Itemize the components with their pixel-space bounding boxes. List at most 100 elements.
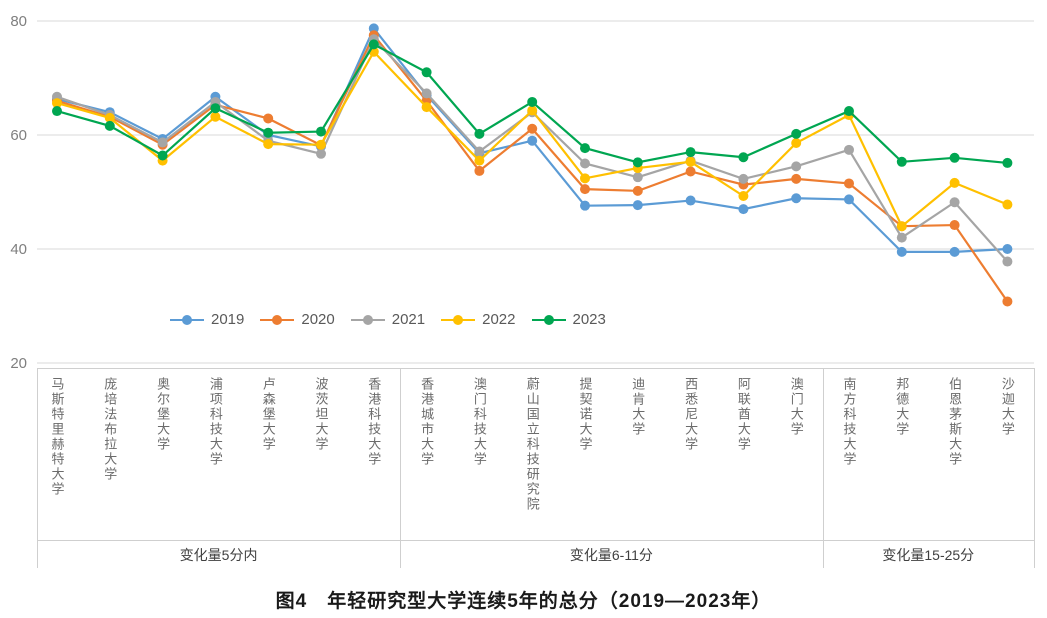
legend-item-2020: 2020 xyxy=(260,311,335,328)
category-label-5: 波茨坦大学 xyxy=(313,377,329,452)
axis-line-1 xyxy=(37,540,1034,541)
chart-caption: 图4 年轻研究型大学连续5年的总分（2019—2023年） xyxy=(275,591,772,612)
y-tick-label-80: 80 xyxy=(10,13,27,30)
category-label-9: 蔚山国立科技研究院 xyxy=(524,377,540,512)
data-point-2023-14 xyxy=(791,128,802,139)
data-point-2022-13 xyxy=(738,190,749,201)
data-point-2021-15 xyxy=(844,144,854,155)
category-label-15: 南方科技大学 xyxy=(841,377,857,467)
data-point-2020-8 xyxy=(474,165,485,176)
data-point-2020-18 xyxy=(1002,296,1013,307)
data-point-2019-17 xyxy=(949,246,960,257)
data-point-2021-18 xyxy=(1002,256,1013,267)
data-point-2021-8 xyxy=(474,146,485,157)
data-point-2020-15 xyxy=(844,178,854,189)
data-point-2021-10 xyxy=(580,158,590,169)
data-point-2022-5 xyxy=(316,139,326,150)
data-point-2020-9 xyxy=(527,123,538,134)
axis-line-0 xyxy=(37,368,1034,369)
data-point-2023-16 xyxy=(896,156,907,167)
data-point-2019-14 xyxy=(791,193,802,204)
data-point-2022-14 xyxy=(791,137,802,148)
data-point-2023-18 xyxy=(1002,157,1013,168)
data-point-2023-8 xyxy=(474,128,485,139)
y-tick-label-60: 60 xyxy=(10,127,27,144)
data-point-2019-16 xyxy=(896,246,907,257)
category-label-18: 沙迦大学 xyxy=(999,377,1015,437)
data-point-2023-3 xyxy=(210,103,221,114)
legend-item-2019: 2019 xyxy=(170,311,244,328)
category-label-6: 香港科技大学 xyxy=(366,377,382,467)
data-point-2021-13 xyxy=(738,173,749,184)
data-point-2019-10 xyxy=(580,200,590,211)
category-label-10: 提契诺大学 xyxy=(577,377,593,452)
data-point-2023-1 xyxy=(104,120,115,131)
line-chart-plot: 80 60 40 20 xyxy=(10,13,1034,368)
data-point-2021-5 xyxy=(316,148,326,159)
group-label-1: 变化量6-11分 xyxy=(569,547,653,563)
axis-separator-2 xyxy=(822,368,824,568)
legend-item-2022: 2022 xyxy=(441,311,516,328)
category-axis: 马斯特里赫特大学 庞培法布拉大学 奥尔堡大学 浦项科技大学 卢森堡大学 波茨坦大学 香港科技… xyxy=(0,368,1047,540)
data-point-2019-13 xyxy=(738,204,749,215)
data-point-2023-4 xyxy=(263,127,274,138)
data-point-2022-16 xyxy=(896,221,907,232)
data-point-2022-7 xyxy=(421,102,432,113)
legend-label: 2022 xyxy=(482,311,516,328)
legend-marker-icon xyxy=(441,314,476,325)
data-point-2019-9 xyxy=(527,135,538,146)
group-label-2: 变化量15-25分 xyxy=(882,547,975,563)
axis-separator-0 xyxy=(37,368,38,568)
data-point-2019-12 xyxy=(685,195,696,206)
y-tick-label-40: 40 xyxy=(10,241,27,258)
data-point-2020-10 xyxy=(580,184,590,195)
axis-separator-1 xyxy=(400,368,402,568)
category-label-1: 庞培法布拉大学 xyxy=(102,377,118,482)
data-point-2023-17 xyxy=(949,152,960,163)
group-label-0: 变化量5分内 xyxy=(179,547,258,563)
category-label-12: 西悉尼大学 xyxy=(683,377,699,452)
data-point-2019-11 xyxy=(632,200,643,211)
data-point-2023-0 xyxy=(52,106,62,117)
legend: 2019 2020 2021 2022 2023 xyxy=(170,311,606,328)
data-point-2022-18 xyxy=(1002,199,1013,210)
data-point-2023-2 xyxy=(157,150,168,161)
data-point-2019-6 xyxy=(368,23,379,34)
data-point-2021-14 xyxy=(791,161,802,172)
legend-label: 2019 xyxy=(211,311,245,328)
data-point-2020-4 xyxy=(263,113,274,124)
y-tick-label-20: 20 xyxy=(10,355,27,368)
data-point-2022-4 xyxy=(263,139,274,150)
series-line-2020 xyxy=(56,33,1009,303)
data-point-2022-0 xyxy=(52,98,62,109)
category-label-11: 迪肯大学 xyxy=(630,377,646,437)
legend-label: 2021 xyxy=(391,311,426,328)
data-point-2023-6 xyxy=(368,39,379,50)
axis-separator-3 xyxy=(1034,368,1035,568)
category-label-13: 阿联酋大学 xyxy=(735,377,751,452)
data-point-2022-17 xyxy=(949,177,960,188)
data-point-2019-15 xyxy=(844,194,854,205)
legend-item-2023: 2023 xyxy=(531,311,606,328)
category-label-0: 马斯特里赫特大学 xyxy=(49,377,65,497)
data-point-2021-11 xyxy=(632,172,643,183)
data-point-2022-12 xyxy=(685,156,696,167)
legend-item-2021: 2021 xyxy=(350,311,426,328)
category-label-14: 澳门大学 xyxy=(788,377,804,437)
legend-marker-icon xyxy=(350,314,385,325)
legend-label: 2020 xyxy=(301,311,335,328)
legend-marker-icon xyxy=(531,314,566,325)
category-label-3: 浦项科技大学 xyxy=(207,377,223,467)
data-point-2020-11 xyxy=(632,185,643,196)
legend-label: 2023 xyxy=(572,311,606,328)
data-point-2020-17 xyxy=(949,220,960,231)
category-label-7: 香港城市大学 xyxy=(419,377,435,467)
data-point-2023-5 xyxy=(316,126,326,137)
data-point-2023-13 xyxy=(738,152,749,163)
legend-marker-icon xyxy=(260,314,295,325)
data-point-2021-2 xyxy=(157,137,168,148)
data-point-2023-12 xyxy=(685,147,696,158)
data-point-2023-9 xyxy=(527,96,538,107)
data-point-2021-16 xyxy=(896,232,907,243)
